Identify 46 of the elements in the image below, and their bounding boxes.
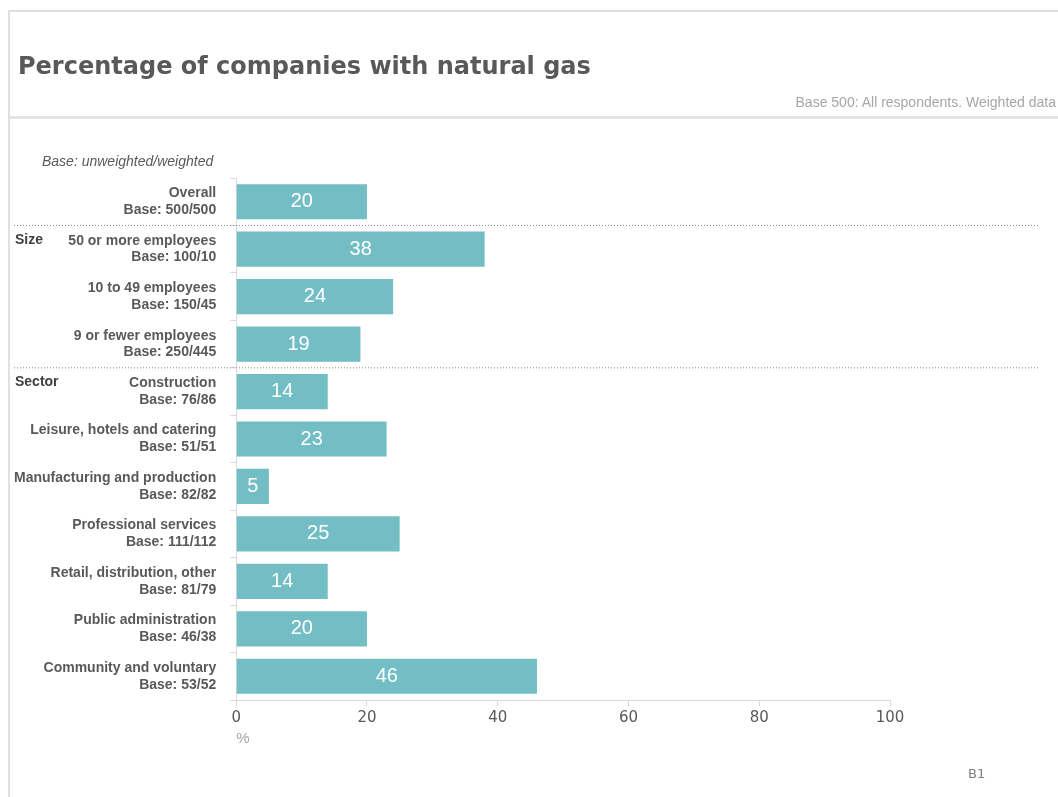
x-tick-label: 100: [875, 707, 905, 726]
y-tick-label: 9 or fewer employees Base: 250/445: [73, 326, 217, 360]
bar: [236, 468, 269, 505]
bar: [236, 231, 485, 267]
x-tick-label: 60: [618, 707, 639, 726]
data-label: 20: [290, 189, 313, 212]
bar: [236, 516, 400, 552]
bar: [236, 563, 328, 599]
y-tick-label: Construction Base: 76/86: [129, 374, 217, 407]
x-tick-label: 80: [749, 707, 769, 726]
y-tick-label: Professional services Base: 111/112: [72, 516, 217, 550]
data-label: 14: [271, 568, 294, 591]
data-label: 20: [290, 616, 313, 639]
x-axis-title: %: [236, 729, 250, 747]
data-label: 23: [300, 426, 323, 449]
y-tick-label: 50 or more employees Base: 100/10: [68, 231, 217, 265]
data-label: 38: [349, 236, 372, 259]
bar: [236, 611, 367, 647]
y-tick-label: Leisure, hotels and catering Base: 51/51: [30, 421, 217, 455]
text: Size: [15, 231, 44, 248]
x-tick-label: 20: [357, 707, 377, 726]
bar: [236, 658, 537, 694]
x-tick-label: 0: [231, 707, 241, 726]
text: B1: [968, 766, 986, 781]
bar: [236, 421, 387, 457]
text: Base: unweighted/weighted: [42, 153, 215, 169]
bar: [236, 373, 328, 410]
text: Sector: [15, 373, 60, 390]
data-label: 46: [375, 663, 398, 686]
bar: [236, 279, 394, 315]
x-tick-label: 40: [488, 707, 508, 726]
text: Base 500: All respondents. Weighted data: [795, 94, 1056, 110]
y-tick-label: Public administration Base: 46/38: [73, 611, 217, 645]
bar: [236, 326, 361, 362]
y-tick-label: Retail, distribution, other Base: 81/79: [50, 563, 217, 597]
y-tick-label: Overall Base: 500/500: [123, 184, 217, 217]
chart-title: Percentage of companies with natural gas: [18, 52, 591, 80]
data-label: 25: [307, 521, 330, 544]
bar: [236, 184, 367, 220]
data-label: 5: [247, 473, 259, 496]
y-tick-label: Community and voluntary Base: 53/52: [43, 658, 217, 692]
y-tick-label: Manufacturing and production Base: 82/82: [13, 468, 217, 502]
data-label: 24: [303, 284, 327, 307]
data-label: 14: [271, 379, 294, 402]
y-tick-label: 10 to 49 employees Base: 150/45: [87, 279, 217, 312]
data-label: 19: [287, 331, 310, 354]
